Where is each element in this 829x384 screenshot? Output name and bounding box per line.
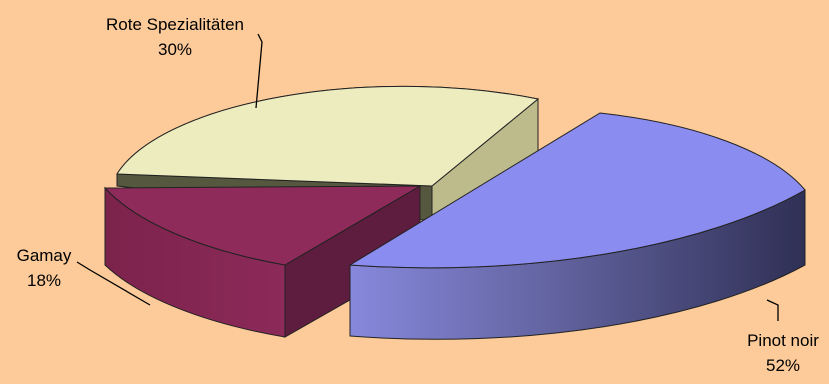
leader-line-pinot-noir [766,299,779,321]
slice-rote-spezialitaeten [116,85,540,222]
slice-pinot-noir [348,112,806,340]
slice-pinot-noir-top [348,112,806,269]
slice-gamay [103,185,422,338]
slice-rote-spezialitaeten-top [116,85,540,187]
label-rote-spezialitaeten-name: Rote Spezialitäten [106,15,244,34]
slice-gamay-top [103,185,422,266]
label-gamay-name: Gamay [17,246,72,265]
label-pinot-noir-percent: 52% [766,356,800,375]
leader-line-gamay [76,261,151,306]
label-pinot-noir-name: Pinot noir [747,331,819,350]
label-rote-spezialitaeten-percent: 30% [158,40,192,59]
leader-line-rote-spezialitaeten [255,33,263,109]
label-gamay-percent: 18% [27,271,61,290]
